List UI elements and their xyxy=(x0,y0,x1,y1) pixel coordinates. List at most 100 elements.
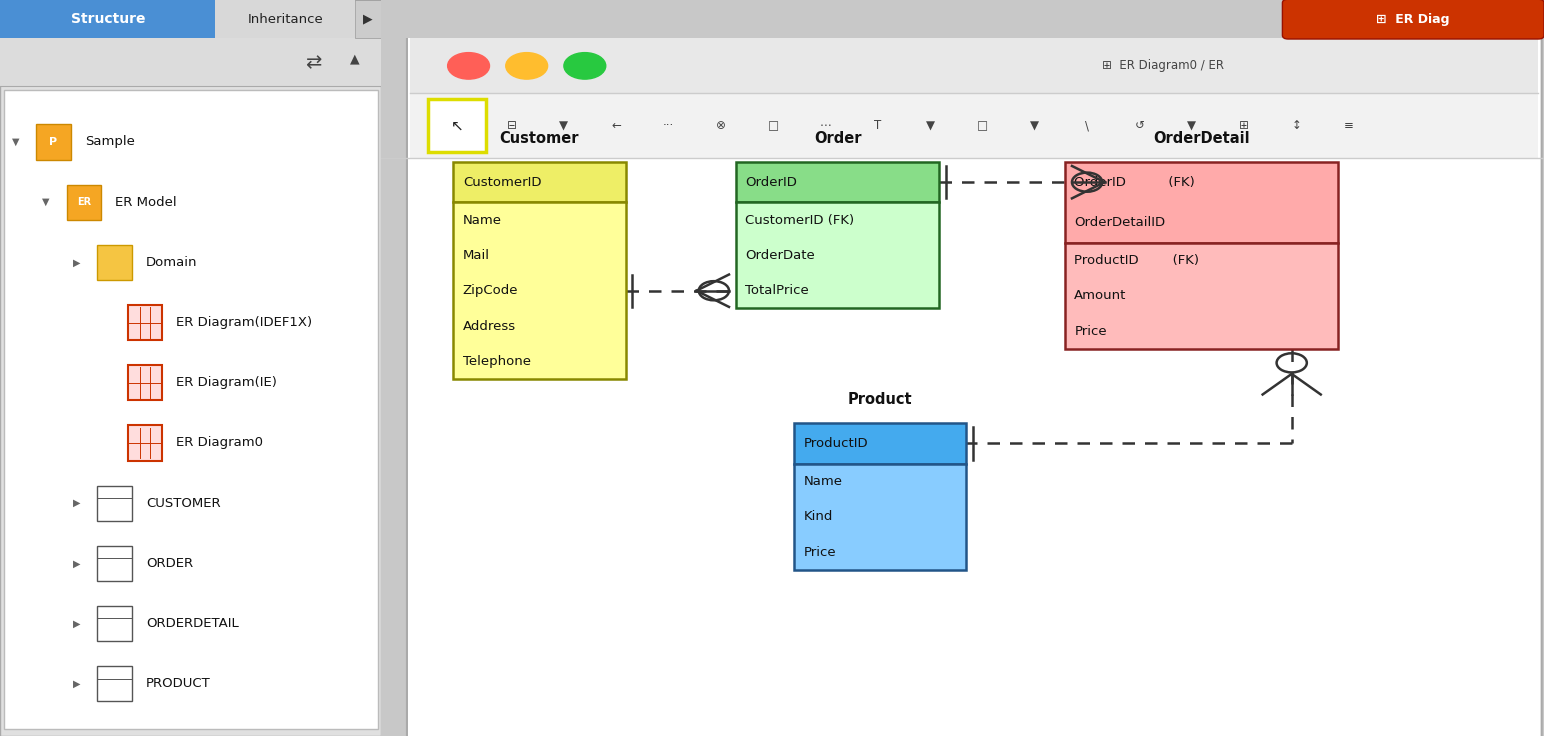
Text: ▶: ▶ xyxy=(73,258,80,267)
Text: ▶: ▶ xyxy=(73,498,80,508)
Text: ↕: ↕ xyxy=(1291,119,1302,132)
FancyBboxPatch shape xyxy=(0,0,381,736)
Text: ER Diagram(IDEF1X): ER Diagram(IDEF1X) xyxy=(176,316,312,329)
Text: ▼: ▼ xyxy=(42,197,49,207)
Text: ⋯: ⋯ xyxy=(820,119,831,132)
Text: \: \ xyxy=(1085,119,1089,132)
Text: CustomerID (FK): CustomerID (FK) xyxy=(746,213,854,227)
Text: ≡: ≡ xyxy=(1343,119,1354,132)
FancyBboxPatch shape xyxy=(794,464,967,570)
FancyBboxPatch shape xyxy=(0,0,216,38)
Text: CustomerID: CustomerID xyxy=(463,176,542,188)
Text: Price: Price xyxy=(803,545,835,559)
FancyBboxPatch shape xyxy=(97,486,131,521)
Text: Price: Price xyxy=(1075,325,1107,338)
Text: Name: Name xyxy=(463,213,502,227)
Text: Sample: Sample xyxy=(85,135,134,149)
Text: Mail: Mail xyxy=(463,249,489,262)
FancyBboxPatch shape xyxy=(736,202,939,308)
FancyBboxPatch shape xyxy=(97,244,131,280)
Text: Domain: Domain xyxy=(145,256,198,269)
FancyBboxPatch shape xyxy=(36,124,71,160)
Text: Address: Address xyxy=(463,319,516,333)
Text: Amount: Amount xyxy=(1075,289,1127,302)
Circle shape xyxy=(506,53,548,79)
FancyBboxPatch shape xyxy=(0,38,381,86)
Text: ▼: ▼ xyxy=(559,119,568,132)
Text: ⊞  ER Diag: ⊞ ER Diag xyxy=(1376,13,1450,26)
Text: ⊗: ⊗ xyxy=(716,119,726,132)
FancyBboxPatch shape xyxy=(1065,243,1339,349)
Text: Name: Name xyxy=(803,475,843,488)
Text: ▶: ▶ xyxy=(73,619,80,629)
Text: ▼: ▼ xyxy=(1030,119,1039,132)
Text: ▼: ▼ xyxy=(1187,119,1197,132)
Text: ⊞  ER Diagram0 / ER: ⊞ ER Diagram0 / ER xyxy=(1102,60,1224,72)
Text: ZipCode: ZipCode xyxy=(463,284,519,297)
FancyBboxPatch shape xyxy=(355,0,381,38)
Text: Inheritance: Inheritance xyxy=(247,13,323,26)
Text: ORDERDETAIL: ORDERDETAIL xyxy=(145,617,239,630)
FancyBboxPatch shape xyxy=(408,36,1541,736)
Text: ▶: ▶ xyxy=(363,13,372,26)
Text: ▲: ▲ xyxy=(350,52,360,65)
Text: ORDER: ORDER xyxy=(145,557,193,570)
Text: ProductID: ProductID xyxy=(803,437,868,450)
Text: TotalPrice: TotalPrice xyxy=(746,284,809,297)
Circle shape xyxy=(448,53,489,79)
Text: OrderID          (FK): OrderID (FK) xyxy=(1075,176,1195,188)
Text: OrderDetailID: OrderDetailID xyxy=(1075,216,1166,229)
FancyBboxPatch shape xyxy=(381,0,1544,38)
FancyBboxPatch shape xyxy=(411,38,1538,93)
FancyBboxPatch shape xyxy=(411,93,1538,158)
Text: ⇄: ⇄ xyxy=(304,53,321,71)
FancyBboxPatch shape xyxy=(3,90,378,729)
Text: P: P xyxy=(49,137,57,147)
Text: ER Diagram(IE): ER Diagram(IE) xyxy=(176,376,278,389)
Text: ↺: ↺ xyxy=(1135,119,1144,132)
Text: ▼: ▼ xyxy=(926,119,934,132)
FancyBboxPatch shape xyxy=(97,666,131,701)
Text: Telephone: Telephone xyxy=(463,355,531,368)
FancyBboxPatch shape xyxy=(128,425,162,461)
Text: Structure: Structure xyxy=(71,12,145,26)
Text: ProductID        (FK): ProductID (FK) xyxy=(1075,254,1200,267)
FancyBboxPatch shape xyxy=(428,99,486,152)
FancyBboxPatch shape xyxy=(454,202,625,379)
FancyBboxPatch shape xyxy=(66,185,102,220)
Text: PRODUCT: PRODUCT xyxy=(145,677,210,690)
Text: ⊟: ⊟ xyxy=(506,119,517,132)
Text: ▶: ▶ xyxy=(73,559,80,568)
FancyBboxPatch shape xyxy=(736,162,939,202)
FancyBboxPatch shape xyxy=(454,162,625,202)
Text: ER: ER xyxy=(77,197,91,207)
Text: Customer: Customer xyxy=(500,131,579,146)
FancyBboxPatch shape xyxy=(1283,0,1544,39)
FancyBboxPatch shape xyxy=(216,0,355,38)
Text: ER Model: ER Model xyxy=(116,196,178,209)
Text: ←: ← xyxy=(611,119,621,132)
Text: □: □ xyxy=(977,119,988,132)
FancyBboxPatch shape xyxy=(1065,162,1339,243)
Text: ⊞: ⊞ xyxy=(1240,119,1249,132)
Text: □: □ xyxy=(767,119,778,132)
Text: Order: Order xyxy=(814,131,862,146)
Text: OrderDate: OrderDate xyxy=(746,249,815,262)
Text: ER Diagram0: ER Diagram0 xyxy=(176,436,264,450)
Text: ▼: ▼ xyxy=(11,137,19,147)
Text: Kind: Kind xyxy=(803,510,832,523)
FancyBboxPatch shape xyxy=(794,423,967,464)
Text: T: T xyxy=(874,119,882,132)
Text: ↖: ↖ xyxy=(451,118,463,133)
Text: ···: ··· xyxy=(662,119,675,132)
Circle shape xyxy=(564,53,605,79)
FancyBboxPatch shape xyxy=(97,606,131,641)
Text: CUSTOMER: CUSTOMER xyxy=(145,497,221,510)
FancyBboxPatch shape xyxy=(128,365,162,400)
Text: ▶: ▶ xyxy=(73,679,80,689)
FancyBboxPatch shape xyxy=(97,546,131,581)
Text: OrderID: OrderID xyxy=(746,176,797,188)
FancyBboxPatch shape xyxy=(128,305,162,340)
Text: Product: Product xyxy=(848,392,913,407)
Text: OrderDetail: OrderDetail xyxy=(1153,131,1251,146)
